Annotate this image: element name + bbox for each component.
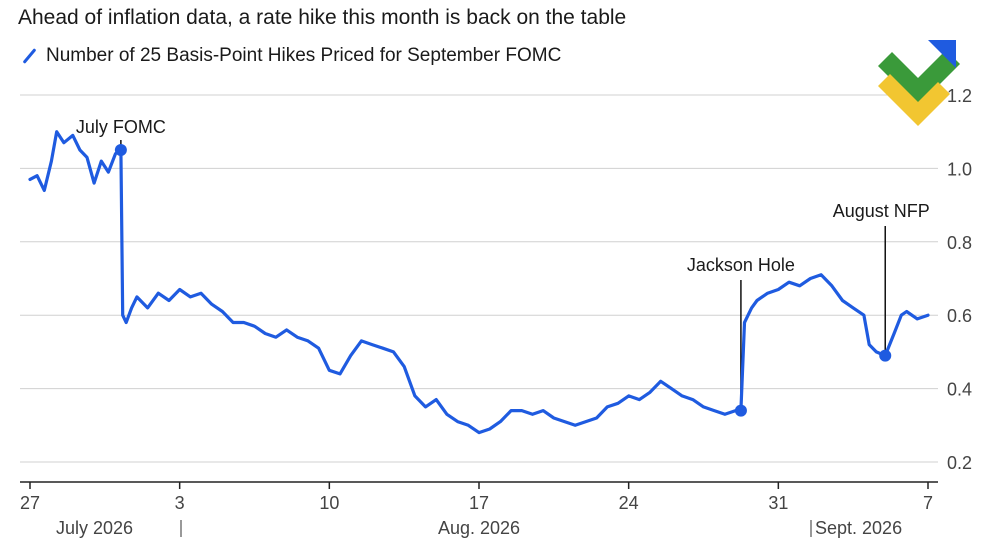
annotation-marker	[734, 404, 747, 417]
x-tick-label: 7	[923, 493, 933, 513]
x-tick-label: 31	[768, 493, 788, 513]
legend: Number of 25 Basis-Point Hikes Priced fo…	[22, 45, 561, 67]
month-label: Sept. 2026	[815, 518, 902, 538]
annotation-marker	[114, 144, 127, 157]
y-tick-label: 0.6	[947, 306, 972, 326]
legend-label: Number of 25 Basis-Point Hikes Priced fo…	[46, 45, 562, 66]
annotation-marker	[879, 349, 892, 362]
y-tick-label: 0.8	[947, 233, 972, 253]
chart-title: Ahead of inflation data, a rate hike thi…	[18, 6, 627, 29]
x-tick-label: 10	[319, 493, 339, 513]
x-tick-label: 24	[619, 493, 639, 513]
month-label: Aug. 2026	[438, 518, 520, 538]
annotation-label: August NFP	[833, 201, 930, 221]
x-tick-label: 27	[20, 493, 40, 513]
x-tick-label: 17	[469, 493, 489, 513]
y-tick-label: 1.0	[947, 159, 972, 179]
annotation-label: July FOMC	[76, 117, 166, 137]
annotation-label: Jackson Hole	[687, 255, 795, 275]
x-tick-label: 3	[175, 493, 185, 513]
y-tick-label: 0.2	[947, 453, 972, 473]
month-label: July 2026	[56, 518, 133, 538]
brand-logo	[878, 40, 960, 126]
y-tick-label: 0.4	[947, 380, 972, 400]
series-line	[28, 130, 930, 435]
y-tick-label: 1.2	[947, 86, 972, 106]
